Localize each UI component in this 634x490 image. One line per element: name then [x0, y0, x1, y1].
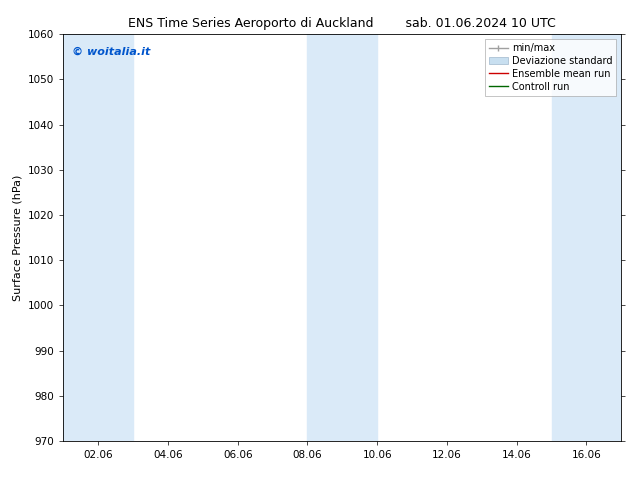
Title: ENS Time Series Aeroporto di Auckland        sab. 01.06.2024 10 UTC: ENS Time Series Aeroporto di Auckland sa…	[129, 17, 556, 30]
Bar	[63, 34, 133, 441]
Bar	[552, 34, 621, 441]
Legend: min/max, Deviazione standard, Ensemble mean run, Controll run: min/max, Deviazione standard, Ensemble m…	[485, 39, 616, 96]
Text: © woitalia.it: © woitalia.it	[72, 47, 150, 56]
Bar	[307, 34, 377, 441]
Y-axis label: Surface Pressure (hPa): Surface Pressure (hPa)	[13, 174, 23, 301]
